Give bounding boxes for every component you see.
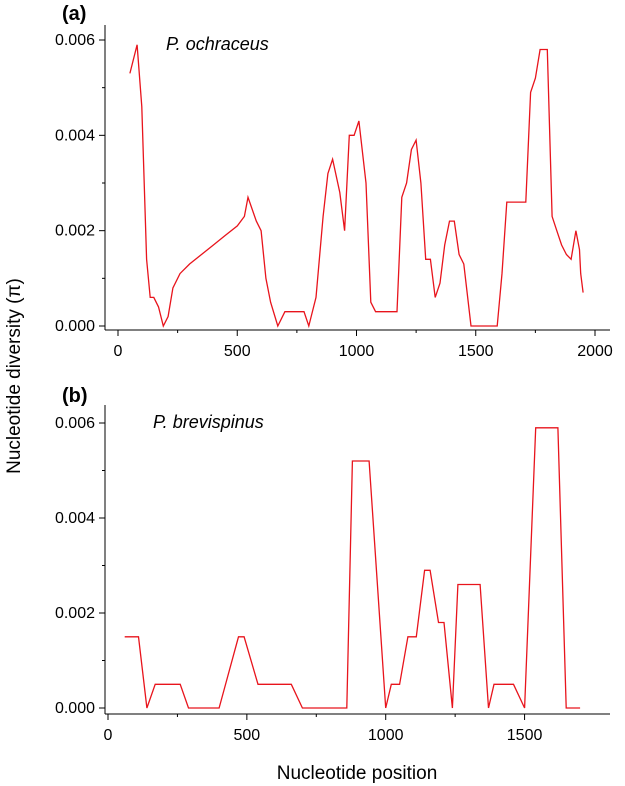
- diversity-line: [129, 44, 584, 329]
- panel-b-species: P. brevispinus: [153, 412, 264, 432]
- panel-b-label: (b): [62, 385, 88, 407]
- panel-a-axes: 0.000 0.002 0.004 0.006 0 500 1000 1500 2000: [55, 25, 613, 360]
- y-tick-label: 0.004: [55, 127, 95, 144]
- x-tick-label: 500: [224, 343, 251, 360]
- x-axis-title: Nucleotide position: [277, 763, 438, 784]
- x-tick-label: 0: [104, 727, 113, 744]
- panel-a-label: (a): [62, 3, 86, 25]
- panel-a: (a) P. ochraceus 0.000 0.002 0.004 0.006 0 50…: [55, 3, 613, 360]
- y-tick-label: 0.006: [55, 32, 95, 49]
- panel-b-series: [124, 427, 581, 709]
- x-tick-label: 1500: [507, 727, 543, 744]
- panel-b: (b) P. brevispinus 0.0000.0020.0040.0060…: [55, 385, 610, 744]
- x-tick-label: 1500: [458, 343, 494, 360]
- y-tick-label: 0.002: [55, 605, 95, 622]
- x-tick-label: 1000: [339, 343, 375, 360]
- panel-a-species: P. ochraceus: [166, 34, 269, 54]
- x-tick-label: 0: [114, 343, 123, 360]
- y-tick-label: 0.002: [55, 223, 95, 240]
- x-tick-label: 500: [234, 727, 261, 744]
- diversity-line: [124, 427, 581, 709]
- y-axis-title: Nucleotide diversity (π): [4, 278, 25, 474]
- x-tick-label: 2000: [577, 343, 613, 360]
- x-tick-label: 1000: [368, 727, 404, 744]
- y-tick-label: 0.006: [55, 415, 95, 432]
- panel-a-series: [129, 44, 584, 329]
- y-tick-label: 0.000: [55, 318, 95, 335]
- panel-b-axes: 0.000 0.002 0.004 0.006 0 500 1000 1500: [55, 405, 610, 744]
- y-tick-label: 0.000: [55, 700, 95, 717]
- y-tick-label: 0.004: [55, 510, 95, 527]
